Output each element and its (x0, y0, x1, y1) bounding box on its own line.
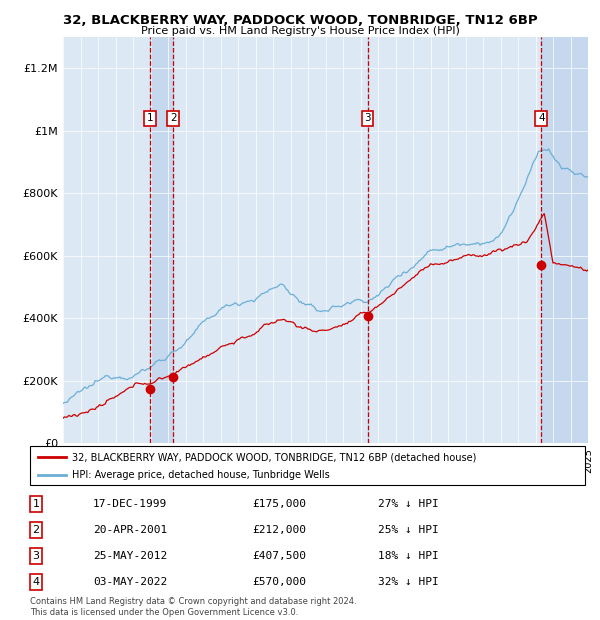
Text: 03-MAY-2022: 03-MAY-2022 (93, 577, 167, 587)
Text: 2: 2 (32, 525, 40, 535)
Text: 32, BLACKBERRY WAY, PADDOCK WOOD, TONBRIDGE, TN12 6BP (detached house): 32, BLACKBERRY WAY, PADDOCK WOOD, TONBRI… (71, 452, 476, 462)
Text: 1: 1 (32, 499, 40, 509)
Text: 4: 4 (32, 577, 40, 587)
Text: 25% ↓ HPI: 25% ↓ HPI (378, 525, 439, 535)
Text: 3: 3 (364, 113, 371, 123)
Text: 3: 3 (32, 551, 40, 561)
Text: 32, BLACKBERRY WAY, PADDOCK WOOD, TONBRIDGE, TN12 6BP: 32, BLACKBERRY WAY, PADDOCK WOOD, TONBRI… (62, 14, 538, 27)
Text: Contains HM Land Registry data © Crown copyright and database right 2024.
This d: Contains HM Land Registry data © Crown c… (30, 598, 356, 617)
Text: £175,000: £175,000 (252, 499, 306, 509)
FancyBboxPatch shape (30, 446, 585, 485)
Text: 2: 2 (170, 113, 176, 123)
Text: 25-MAY-2012: 25-MAY-2012 (93, 551, 167, 561)
Text: 4: 4 (538, 113, 545, 123)
Text: 18% ↓ HPI: 18% ↓ HPI (378, 551, 439, 561)
Text: £212,000: £212,000 (252, 525, 306, 535)
Text: 17-DEC-1999: 17-DEC-1999 (93, 499, 167, 509)
Text: Price paid vs. HM Land Registry's House Price Index (HPI): Price paid vs. HM Land Registry's House … (140, 26, 460, 36)
Text: HPI: Average price, detached house, Tunbridge Wells: HPI: Average price, detached house, Tunb… (71, 470, 329, 480)
Text: £407,500: £407,500 (252, 551, 306, 561)
Text: £570,000: £570,000 (252, 577, 306, 587)
Text: 32% ↓ HPI: 32% ↓ HPI (378, 577, 439, 587)
Text: 27% ↓ HPI: 27% ↓ HPI (378, 499, 439, 509)
Bar (541, 37, 588, 443)
Text: 20-APR-2001: 20-APR-2001 (93, 525, 167, 535)
Text: 1: 1 (146, 113, 153, 123)
Bar (150, 37, 173, 443)
